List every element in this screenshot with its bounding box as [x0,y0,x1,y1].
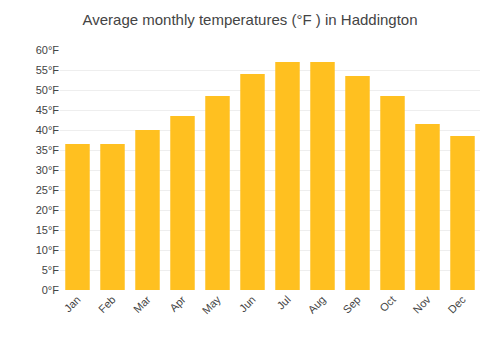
svg-text:Jul: Jul [274,293,292,311]
svg-text:60°F: 60°F [36,44,60,56]
svg-text:Oct: Oct [377,293,398,314]
svg-text:Apr: Apr [167,293,188,314]
svg-text:Mar: Mar [131,293,153,315]
svg-text:0°F: 0°F [42,284,60,296]
svg-text:Sep: Sep [340,293,362,315]
svg-text:May: May [200,293,224,317]
svg-text:45°F: 45°F [36,104,60,116]
svg-text:50°F: 50°F [36,84,60,96]
svg-text:Dec: Dec [445,293,468,316]
svg-text:10°F: 10°F [36,244,60,256]
svg-text:Aug: Aug [305,293,327,315]
svg-text:55°F: 55°F [36,64,60,76]
svg-text:15°F: 15°F [36,224,60,236]
svg-text:20°F: 20°F [36,204,60,216]
svg-text:Average monthly temperatures (: Average monthly temperatures (°F ) in Ha… [82,11,417,28]
svg-text:Jun: Jun [237,293,258,314]
svg-text:35°F: 35°F [36,144,60,156]
svg-text:25°F: 25°F [36,184,60,196]
svg-text:5°F: 5°F [42,264,60,276]
svg-text:Jan: Jan [62,293,83,314]
svg-text:30°F: 30°F [36,164,60,176]
svg-text:Nov: Nov [410,293,433,316]
svg-text:Feb: Feb [96,293,118,315]
svg-text:40°F: 40°F [36,124,60,136]
